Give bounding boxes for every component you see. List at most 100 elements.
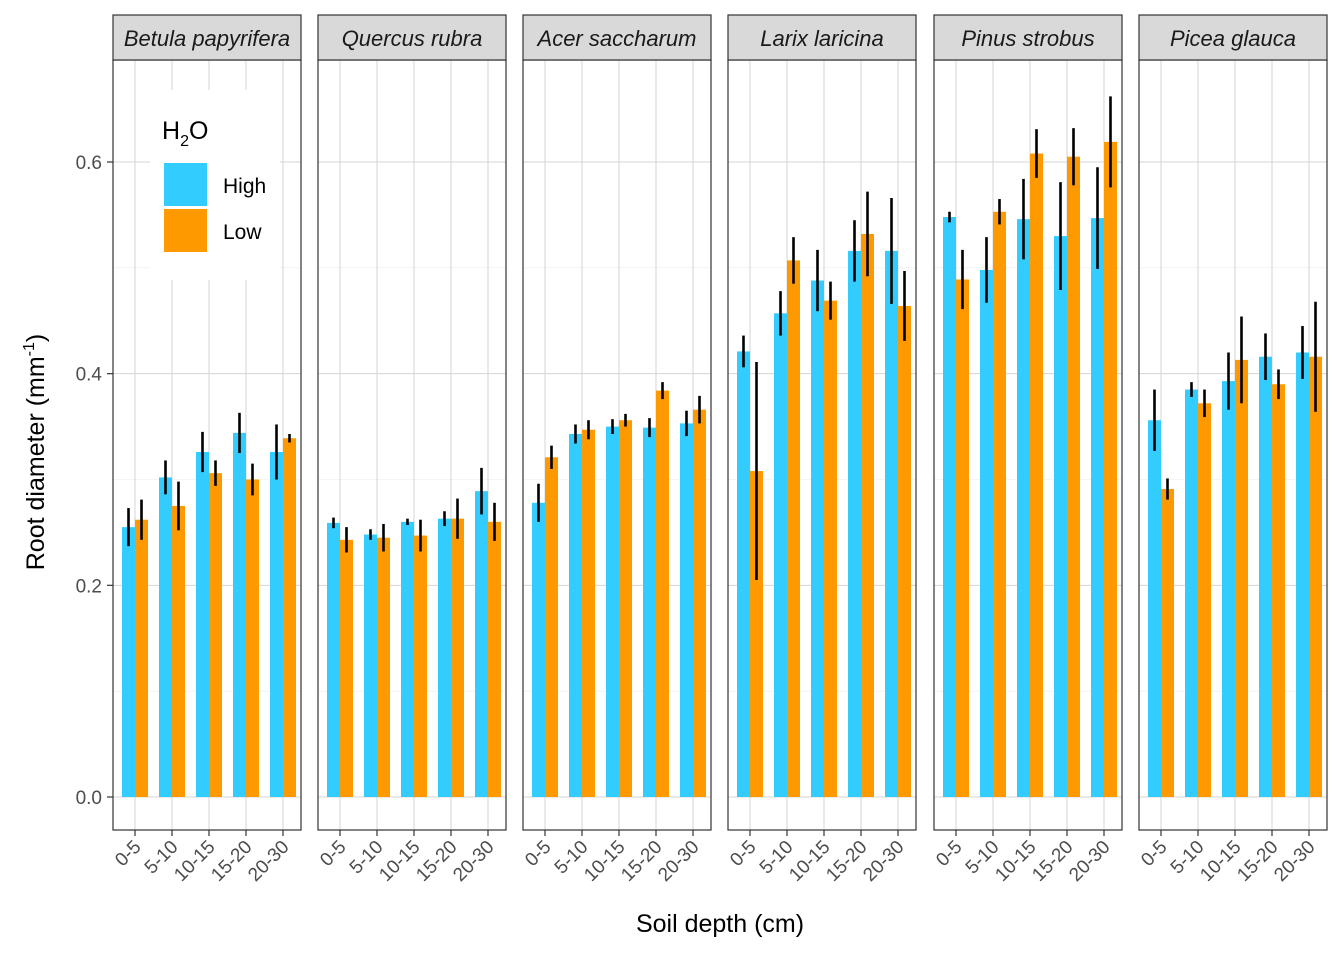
bar-high	[122, 527, 135, 797]
x-tick-label: 20-30	[449, 837, 498, 886]
bar-high	[680, 423, 693, 797]
x-tick-label: 15-20	[1028, 837, 1077, 886]
bar-high	[737, 351, 750, 797]
x-tick-label: 15-20	[412, 837, 461, 886]
bar-high	[1296, 352, 1309, 797]
strip-label: Larix laricina	[760, 26, 884, 51]
bar-low	[898, 305, 911, 797]
bar-low	[414, 535, 427, 797]
strip-label: Picea glauca	[1170, 26, 1296, 51]
bar-low	[1161, 489, 1174, 797]
x-tick-label: 10-15	[580, 837, 629, 886]
x-tick-label: 0-5	[316, 837, 350, 871]
bar-high	[475, 491, 488, 797]
bar-low	[861, 233, 874, 797]
x-tick-label: 10-15	[785, 837, 834, 886]
bar-low	[1030, 153, 1043, 798]
x-tick-label: 10-15	[1196, 837, 1245, 886]
bar-high	[980, 269, 993, 797]
y-tick-label: 0.0	[76, 788, 102, 809]
legend-key-low	[164, 209, 207, 252]
x-tick-label: 15-20	[1233, 837, 1282, 886]
bar-high	[943, 217, 956, 798]
strip-label: Betula papyrifera	[124, 26, 290, 51]
bar-low	[209, 473, 222, 797]
bar-high	[159, 477, 172, 797]
bar-low	[1067, 156, 1080, 798]
legend: H2O High Low	[150, 90, 280, 280]
bar-high	[811, 280, 824, 797]
x-tick-label: 0-5	[1137, 837, 1171, 871]
x-tick-label: 15-20	[617, 837, 666, 886]
bar-high	[1222, 381, 1235, 797]
bar-high	[848, 250, 861, 797]
bar-low	[956, 279, 969, 798]
bar-high	[643, 427, 656, 797]
strip-label: Acer saccharum	[536, 26, 697, 51]
bar-high	[233, 432, 246, 797]
x-tick-label: 20-30	[859, 837, 908, 886]
strip-background	[933, 14, 1123, 61]
x-tick-label: 10-15	[991, 837, 1040, 886]
x-tick-label: 20-30	[1270, 837, 1319, 886]
x-tick-label: 0-5	[111, 837, 145, 871]
y-axis-label-superscript: -1	[21, 342, 38, 356]
x-tick-label: 20-30	[244, 837, 293, 886]
y-tick-label: 0.2	[76, 576, 102, 597]
strip-label: Quercus rubra	[342, 26, 483, 51]
x-tick-label: 10-15	[375, 837, 424, 886]
bar-low	[246, 479, 259, 797]
bar-high	[1185, 389, 1198, 797]
bar-low	[1198, 403, 1211, 797]
bar-low	[340, 539, 353, 797]
bar-low	[619, 420, 632, 797]
bar-low	[750, 471, 763, 797]
bar-high	[774, 313, 787, 797]
strip-background	[112, 14, 302, 61]
bar-high	[327, 522, 340, 797]
strip-background	[317, 14, 507, 61]
bar-high	[401, 521, 414, 797]
bar-low	[693, 409, 706, 797]
bar-low	[656, 390, 669, 797]
legend-label-high: High	[223, 175, 266, 198]
strip-background	[522, 14, 712, 61]
bar-high	[532, 502, 545, 797]
bar-low	[545, 457, 558, 797]
bar-high	[1017, 219, 1030, 797]
x-tick-label: 20-30	[654, 837, 703, 886]
bar-high	[1091, 218, 1104, 797]
bar-low	[283, 438, 296, 797]
bar-low	[582, 429, 595, 797]
bar-high	[364, 534, 377, 797]
bar-high	[196, 451, 209, 797]
x-tick-label: 0-5	[726, 837, 760, 871]
bar-low	[787, 260, 800, 797]
legend-title: H2O	[162, 117, 208, 150]
strip-label: Pinus strobus	[961, 26, 1094, 51]
bar-low	[451, 518, 464, 797]
bar-high	[569, 433, 582, 797]
bar-low	[1235, 359, 1248, 797]
legend-label-low: Low	[223, 221, 262, 244]
bar-low	[377, 537, 390, 797]
bar-low	[1104, 141, 1117, 797]
bar-high	[1259, 356, 1272, 797]
x-tick-label: 10-15	[170, 837, 219, 886]
bar-low	[993, 211, 1006, 797]
bar-low	[1309, 356, 1322, 797]
bar-high	[438, 518, 451, 797]
panels: Betula papyrifera0-55-1010-1515-2020-30Q…	[111, 14, 1328, 886]
bar-low	[172, 505, 185, 797]
bar-high	[606, 426, 619, 797]
y-axis: 0.0 0.2 0.4 0.6	[76, 153, 113, 809]
bar-high	[885, 250, 898, 797]
strip-background	[1138, 14, 1328, 61]
bar-high	[1148, 420, 1161, 797]
legend-key-high	[164, 163, 207, 206]
bar-low	[488, 521, 501, 797]
